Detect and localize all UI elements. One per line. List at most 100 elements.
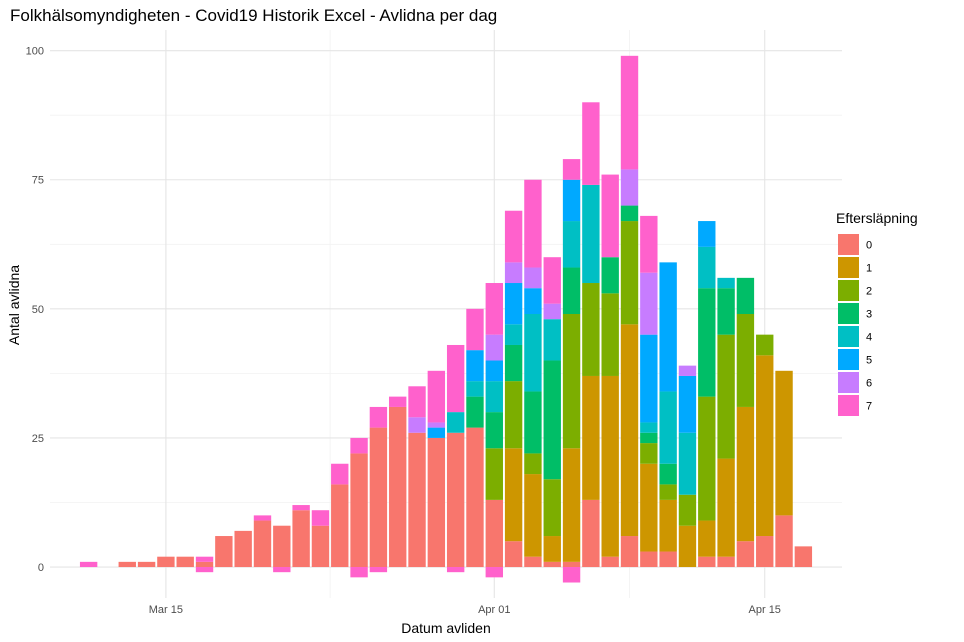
legend-key: [838, 372, 859, 393]
bar-segment: [717, 288, 735, 335]
bar-segment: [698, 246, 716, 289]
bar-segment: [756, 334, 774, 356]
bar-segment: [562, 561, 581, 568]
bar-segment: [640, 215, 658, 273]
bar-segment: [717, 458, 735, 557]
bar-segment: [253, 520, 272, 568]
bar-segment: [311, 525, 330, 568]
bar-segment: [369, 406, 388, 428]
bar-segment: [736, 406, 755, 542]
bar-segment: [311, 510, 330, 526]
legend-key: [838, 280, 859, 301]
bar-segment: [620, 324, 639, 537]
bar-segment: [466, 308, 484, 351]
bar-segment: [524, 288, 542, 314]
legend-key: [838, 395, 859, 416]
bar-segment: [640, 334, 658, 423]
bar-segment: [698, 520, 716, 557]
bar-segment: [79, 561, 98, 568]
bar-segment: [582, 184, 600, 284]
bar-segment: [775, 515, 793, 568]
bar-segment: [601, 293, 619, 376]
bar-segment: [717, 277, 735, 289]
bar-segment-negative: [273, 567, 291, 573]
legend-label: 3: [866, 309, 872, 321]
bar-segment-negative: [562, 567, 581, 583]
bar-segment: [350, 437, 368, 454]
bar-segment-negative: [350, 567, 368, 578]
bar-segment: [118, 561, 136, 568]
bar-segment: [504, 324, 523, 345]
bar-segment: [678, 525, 697, 568]
bar-segment: [292, 510, 310, 568]
bar-segment: [466, 396, 484, 428]
bar-segment: [562, 221, 581, 268]
bar-segment: [446, 432, 465, 568]
bar-segment: [331, 484, 349, 568]
bar-segment: [601, 174, 619, 258]
bar-segment: [620, 55, 639, 170]
bar-segment: [640, 551, 658, 568]
legend-label: 1: [866, 263, 872, 275]
bar-segment: [659, 484, 677, 500]
bar-segment: [195, 561, 214, 568]
bar-segment: [485, 360, 503, 382]
bar-segment: [543, 360, 561, 480]
legend-label: 6: [866, 378, 872, 390]
legend-label: 4: [866, 332, 872, 344]
bar-segment: [640, 443, 658, 464]
x-tick-labels: Mar 15 Apr 01 Apr 15: [149, 604, 781, 616]
x-tick-label: Mar 15: [149, 604, 183, 616]
bar-segment: [659, 391, 677, 464]
bar-segment: [427, 437, 446, 568]
bar-segment: [195, 556, 214, 562]
x-tick-label: Apr 15: [749, 604, 781, 616]
bar-segment: [408, 417, 426, 433]
bar-segment: [485, 283, 503, 335]
bar-segment: [620, 221, 639, 325]
bar-segment: [389, 396, 407, 407]
legend-label: 5: [866, 355, 872, 367]
bar-segment: [756, 355, 774, 537]
bar-segment: [543, 536, 561, 562]
bar-segment: [234, 530, 252, 568]
bar-segment: [756, 536, 774, 568]
bar-segment: [678, 494, 697, 526]
bar-segment: [504, 541, 523, 568]
bar-segment: [504, 448, 523, 542]
bar-segment: [620, 169, 639, 206]
bar-segment-negative: [485, 567, 503, 578]
bar-segment: [176, 556, 194, 568]
bar-segment-negative: [369, 567, 388, 573]
bar-segment: [698, 221, 716, 247]
bar-segment: [640, 422, 658, 433]
bar-segment: [543, 303, 561, 320]
bar-segment-negative: [446, 567, 465, 573]
bar-segment: [273, 525, 291, 568]
bar-segment: [292, 505, 310, 511]
legend-key: [838, 349, 859, 370]
legend-key: [838, 257, 859, 278]
bar-segment: [427, 427, 446, 438]
bar-segment: [562, 179, 581, 222]
bar-segment: [427, 370, 446, 423]
bar-segment: [582, 375, 600, 500]
y-tick-label: 75: [32, 175, 44, 187]
bar-segment: [717, 556, 735, 568]
bar-segment: [504, 210, 523, 263]
bar-segment: [446, 344, 465, 413]
bar-segment: [659, 499, 677, 552]
bar-segment: [736, 541, 755, 568]
x-axis-title: Datum avliden: [401, 620, 491, 636]
bar-segment: [157, 556, 175, 568]
y-tick-labels: 0 25 50 75 100: [26, 46, 44, 574]
bar-segment: [504, 262, 523, 284]
bar-segment: [582, 499, 600, 568]
y-tick-label: 0: [38, 562, 44, 574]
bar-segment: [446, 412, 465, 433]
bar-segment: [137, 561, 156, 568]
bar-segment: [620, 536, 639, 568]
bar-segment: [659, 463, 677, 485]
x-tick-label: Apr 01: [478, 604, 510, 616]
bar-segment: [736, 314, 755, 407]
